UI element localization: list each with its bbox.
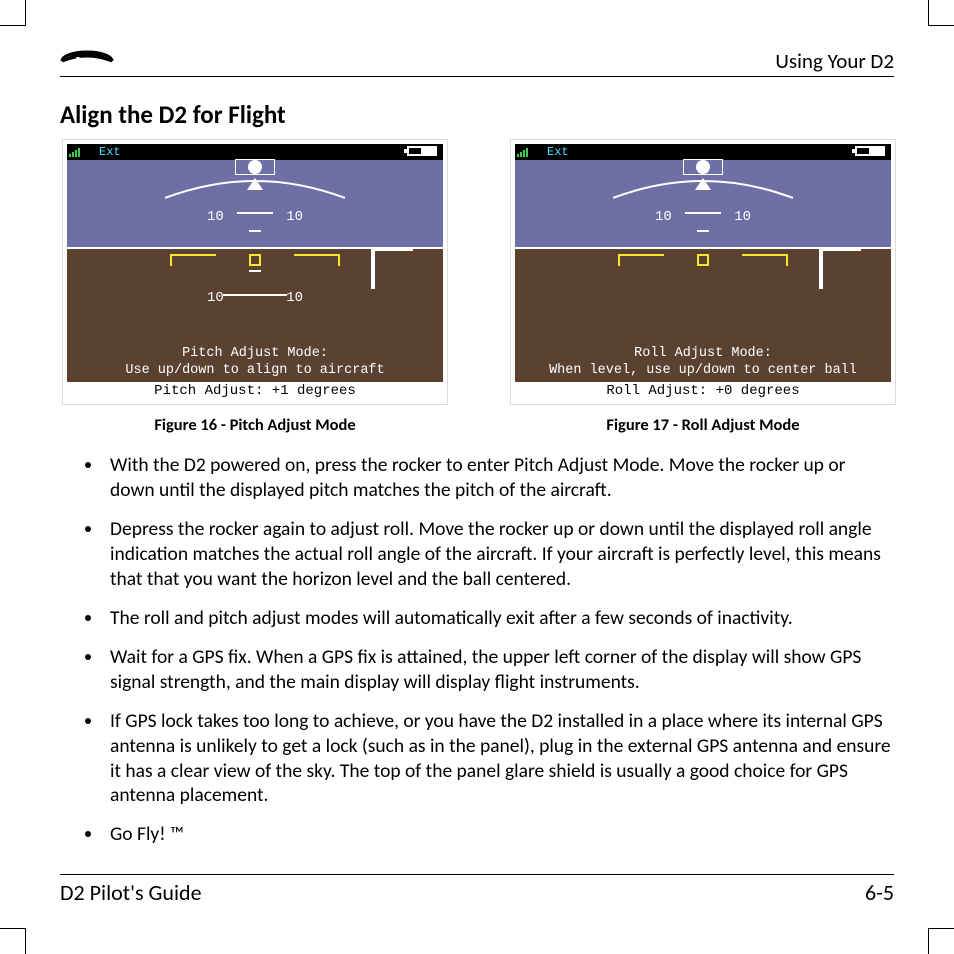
battery-icon (855, 146, 885, 156)
aircraft-symbol-icon (618, 254, 788, 266)
adi-screenshot-pitch: Ext 10 10 10 10 Pitch Adjust M (63, 140, 447, 404)
crop-mark (0, 0, 26, 26)
list-item: The roll and pitch adjust modes will aut… (104, 606, 894, 631)
crop-mark (928, 928, 954, 954)
gps-signal-icon (517, 145, 531, 157)
figure-row: Ext 10 10 10 10 Pitch Adjust M (60, 138, 894, 435)
list-item: Go Fly! ™ (104, 822, 894, 847)
mode-message: Pitch Adjust Mode: Use up/down to align … (71, 346, 439, 380)
list-item: With the D2 powered on, press the rocker… (104, 453, 894, 503)
list-item: Wait for a GPS fix. When a GPS fix is at… (104, 645, 894, 695)
figure-caption: Figure 17 - Roll Adjust Mode (504, 415, 902, 435)
pitch-scale-value: 10 (207, 209, 224, 225)
crop-mark (0, 928, 26, 954)
adi-screenshot-roll: Ext 10 10 Roll Adjust Mode: When level, … (511, 140, 895, 404)
figure-caption: Figure 16 - Pitch Adjust Mode (60, 415, 450, 435)
figure-17: Ext 10 10 Roll Adjust Mode: When level, … (504, 138, 902, 435)
pitch-scale-value: 10 (286, 209, 303, 225)
brand-logo-icon (60, 50, 114, 72)
pitch-scale-value: 10 (734, 209, 751, 225)
page: Using Your D2 Align the D2 for Flight Ex… (0, 0, 954, 954)
chapter-title: Using Your D2 (775, 48, 894, 74)
crop-mark (928, 0, 954, 26)
adjust-readout: Pitch Adjust: +1 degrees (67, 382, 443, 400)
pitch-scale-value: 10 (286, 290, 303, 306)
page-number: 6-5 (865, 879, 894, 906)
ext-label: Ext (99, 145, 121, 159)
mode-message: Roll Adjust Mode: When level, use up/dow… (519, 346, 887, 380)
instruction-list: With the D2 powered on, press the rocker… (60, 453, 894, 847)
gps-signal-icon (69, 145, 83, 157)
page-header: Using Your D2 (60, 48, 894, 77)
adjust-readout: Roll Adjust: +0 degrees (515, 382, 891, 400)
pitch-scale-value: 10 (655, 209, 672, 225)
battery-icon (407, 146, 437, 156)
list-item: Depress the rocker again to adjust roll.… (104, 517, 894, 592)
pitch-scale-value: 10 (207, 290, 224, 306)
ext-label: Ext (547, 145, 569, 159)
doc-title: D2 Pilot's Guide (60, 879, 202, 906)
section-title: Align the D2 for Flight (60, 99, 894, 130)
page-footer: D2 Pilot's Guide 6-5 (60, 874, 894, 906)
figure-16: Ext 10 10 10 10 Pitch Adjust M (60, 138, 450, 435)
list-item: If GPS lock takes too long to achieve, o… (104, 709, 894, 809)
aircraft-symbol-icon (170, 254, 340, 266)
